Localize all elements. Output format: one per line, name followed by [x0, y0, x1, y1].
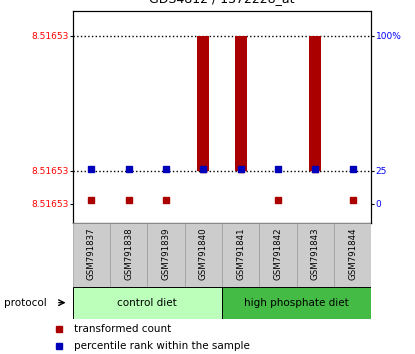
Bar — [235, 36, 247, 171]
Bar — [110, 223, 147, 287]
Text: percentile rank within the sample: percentile rank within the sample — [74, 341, 250, 351]
Bar — [222, 223, 259, 287]
Bar — [259, 223, 297, 287]
Bar — [297, 223, 334, 287]
Text: GSM791837: GSM791837 — [87, 227, 96, 280]
Text: GSM791844: GSM791844 — [348, 227, 357, 280]
Bar — [310, 36, 321, 171]
Text: high phosphate diet: high phosphate diet — [244, 298, 349, 308]
Bar — [222, 287, 371, 319]
Bar — [334, 223, 371, 287]
Text: GSM791838: GSM791838 — [124, 227, 133, 280]
Bar — [198, 36, 209, 171]
Text: GSM791841: GSM791841 — [236, 227, 245, 280]
Text: GSM791840: GSM791840 — [199, 227, 208, 280]
Text: transformed count: transformed count — [74, 324, 171, 333]
Text: protocol: protocol — [4, 298, 47, 308]
Bar — [73, 287, 222, 319]
Bar — [185, 223, 222, 287]
Text: GSM791843: GSM791843 — [311, 227, 320, 280]
Text: GSM791842: GSM791842 — [273, 227, 283, 280]
Text: control diet: control diet — [117, 298, 177, 308]
Text: GSM791839: GSM791839 — [161, 227, 171, 280]
Bar — [73, 223, 110, 287]
Text: GDS4812 / 1372228_at: GDS4812 / 1372228_at — [149, 0, 295, 5]
Bar — [147, 223, 185, 287]
